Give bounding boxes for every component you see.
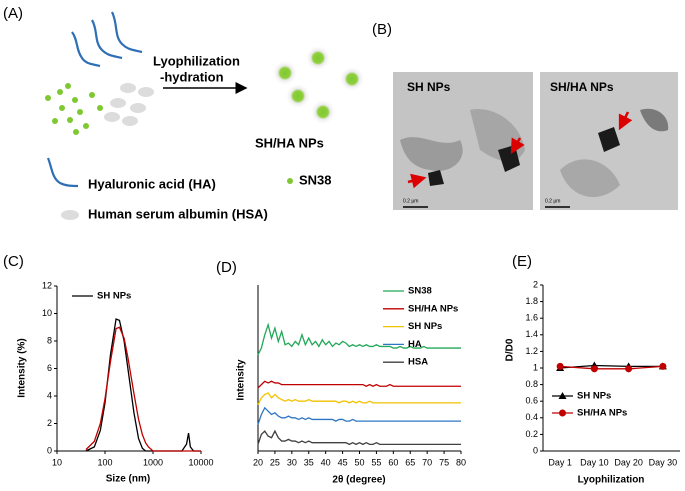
sn38-legend-dot	[287, 178, 293, 184]
x-tick-label: Day 30	[649, 457, 678, 467]
x-tick-label: 20	[253, 457, 263, 467]
x-tick-label: 40	[321, 457, 331, 467]
series-line	[257, 406, 461, 425]
x-tick-label: 25	[270, 457, 280, 467]
y-tick-label: 1.6	[525, 313, 538, 323]
hsa-ellipses	[104, 83, 154, 126]
marker	[625, 365, 633, 373]
marker	[558, 392, 567, 399]
y-tick-label: 8	[47, 335, 52, 345]
series-line	[257, 429, 461, 446]
y-tick-label: 1.8	[525, 296, 538, 306]
y-tick-label: 1.4	[525, 329, 538, 339]
x-tick-label: 10	[52, 457, 62, 467]
x-tick-label: 55	[371, 457, 381, 467]
x-tick-label: 100	[97, 457, 112, 467]
series-line	[257, 322, 461, 356]
x-tick-label: 75	[439, 457, 449, 467]
y-tick-label: 1	[533, 362, 538, 372]
x-tick-label: 70	[422, 457, 432, 467]
y-axis-title: D/D0	[505, 338, 516, 361]
x-tick-label: 35	[304, 457, 314, 467]
y-tick-label: 10	[42, 308, 52, 318]
scale-label: 0.2 μm	[403, 198, 418, 204]
x-axis-title: Lyophilization	[578, 475, 645, 486]
legend-text: Human serum albumin (HSA)	[88, 206, 268, 221]
legend-label: SH NPs	[577, 391, 611, 402]
y-tick-label: 0	[533, 445, 538, 455]
y-tick-label: 2	[533, 279, 538, 289]
legend-label: SH NPs	[408, 321, 442, 332]
legend-label: SN38	[408, 286, 432, 297]
panel-label: (E)	[512, 253, 532, 270]
x-axis-title: Size (nm)	[106, 474, 150, 485]
series-line	[85, 318, 201, 452]
hsa-legend-icon	[61, 210, 79, 220]
panel-label: (D)	[216, 259, 237, 276]
scheme	[71, 11, 143, 68]
x-tick-label: 60	[388, 457, 398, 467]
legend-label: SH NPs	[97, 291, 131, 302]
x-tick-label: Day 1	[548, 457, 572, 467]
sn38-dots	[45, 83, 103, 135]
x-tick-label: 10000	[188, 457, 213, 467]
marker	[659, 362, 667, 370]
y-tick-label: 0	[47, 445, 52, 455]
y-tick-label: 4	[47, 390, 52, 400]
series-line	[85, 326, 201, 452]
x-tick-label: 45	[338, 457, 348, 467]
tem-image	[393, 72, 533, 210]
marker	[559, 409, 566, 417]
x-tick-label: 80	[456, 457, 466, 467]
series-line	[560, 365, 663, 370]
scale-label: 0.2 μm	[545, 198, 560, 204]
y-tick-label: 12	[42, 280, 52, 290]
x-tick-label: 1000	[143, 457, 163, 467]
image-label: SH NPs	[407, 80, 451, 94]
legend-label: HA	[408, 339, 422, 350]
nanoparticles	[272, 45, 365, 125]
ha-chain	[91, 19, 123, 60]
tem-image	[540, 72, 678, 210]
x-tick-label: 50	[354, 457, 364, 467]
ha-chain	[110, 11, 143, 54]
ha-legend-icon	[46, 157, 79, 188]
x-axis-title: 2θ (degree)	[332, 475, 385, 486]
step-label: Lyophilization	[153, 53, 240, 68]
x-tick-label: Day 10	[580, 457, 609, 467]
panel-label: (A)	[3, 5, 23, 22]
y-tick-label: 0.4	[525, 412, 538, 422]
y-tick-label: 0.2	[525, 429, 538, 439]
x-tick-label: Day 20	[614, 457, 643, 467]
y-tick-label: 6	[47, 363, 52, 373]
x-tick-label: 30	[287, 457, 297, 467]
series-line	[257, 380, 461, 389]
product-label: SH/HA NPs	[255, 135, 324, 150]
step-label: -hydration	[160, 69, 224, 84]
y-tick-label: 0.6	[525, 396, 538, 406]
y-axis-title: Intensity	[236, 359, 247, 401]
legend-label: SH/HA NPs	[408, 303, 458, 314]
series-line	[257, 392, 461, 405]
y-tick-label: 1.2	[525, 346, 538, 356]
series-line	[560, 364, 663, 369]
marker	[590, 365, 598, 373]
y-axis-title: Intensity (%)	[17, 338, 28, 397]
ha-chain	[71, 31, 101, 68]
legend-label: SH/HA NPs	[577, 408, 627, 419]
legend-text: Hyaluronic acid (HA)	[88, 176, 216, 191]
y-tick-label: 2	[47, 418, 52, 428]
legend-label: HSA	[408, 357, 428, 368]
panel-label: (C)	[3, 253, 24, 270]
x-tick-label: 65	[405, 457, 415, 467]
y-tick-label: 0.8	[525, 379, 538, 389]
panel-label: (B)	[372, 21, 392, 38]
image-label: SH/HA NPs	[550, 80, 614, 94]
marker	[556, 362, 564, 370]
legend-text: SN38	[299, 172, 332, 187]
